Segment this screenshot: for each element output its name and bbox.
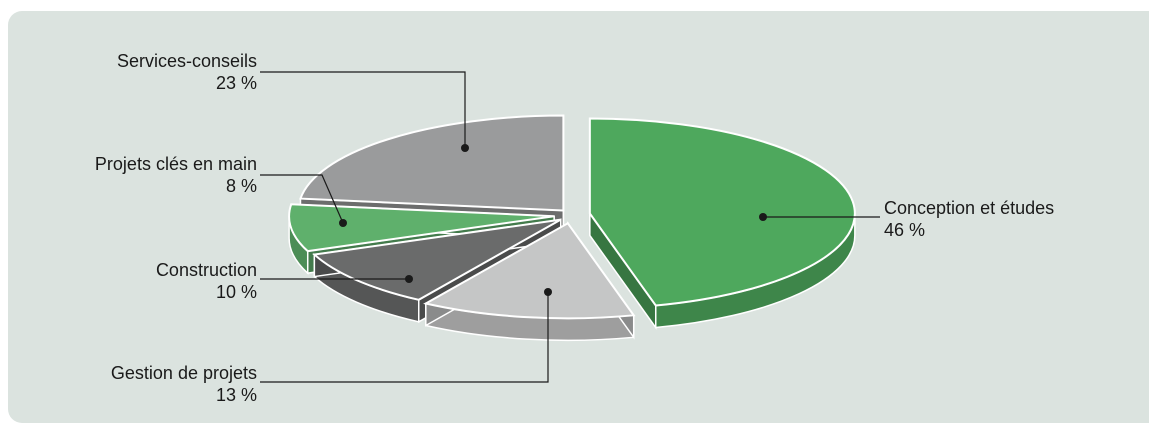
slice-top-conception-et-etudes [588,117,856,307]
value-construction: 10 % [216,282,257,302]
leader-dot-conception-et-etudes [759,213,767,221]
leader-dot-gestion-de-projets [544,288,552,296]
slice-conception-et-etudes [588,117,856,330]
value-services-conseils: 23 % [216,73,257,93]
leader-line-services-conseils [260,71,466,148]
slice-top-projets-cles-en-main [288,203,555,253]
leader-lines [260,71,880,383]
value-projets-cles: 8 % [226,176,257,196]
chart-panel [8,11,1149,423]
pie-slices [288,114,856,342]
label-construction: Construction [156,260,257,280]
slice-top-services-conseils [299,114,565,212]
label-services-conseils: Services-conseils [117,51,257,71]
leader-line-projets-cles-en-main [260,174,344,224]
slice-gestion-de-projets [423,220,636,342]
leader-dot-construction [405,275,413,283]
label-projets-cles: Projets clés en main [95,154,257,174]
leader-dot-services-conseils [461,144,469,152]
value-gestion-projets: 13 % [216,385,257,405]
label-conception-etudes: Conception et études [884,198,1054,218]
value-conception-etudes: 46 % [884,220,925,240]
leader-line-gestion-de-projets [260,292,549,383]
slice-labels: Services-conseils 23 % Projets clés en m… [95,51,1054,405]
leader-dot-projets-cles-en-main [339,219,347,227]
slice-top-construction [312,218,562,301]
slice-top-gestion-de-projets [423,221,636,320]
label-gestion-projets: Gestion de projets [111,363,257,383]
